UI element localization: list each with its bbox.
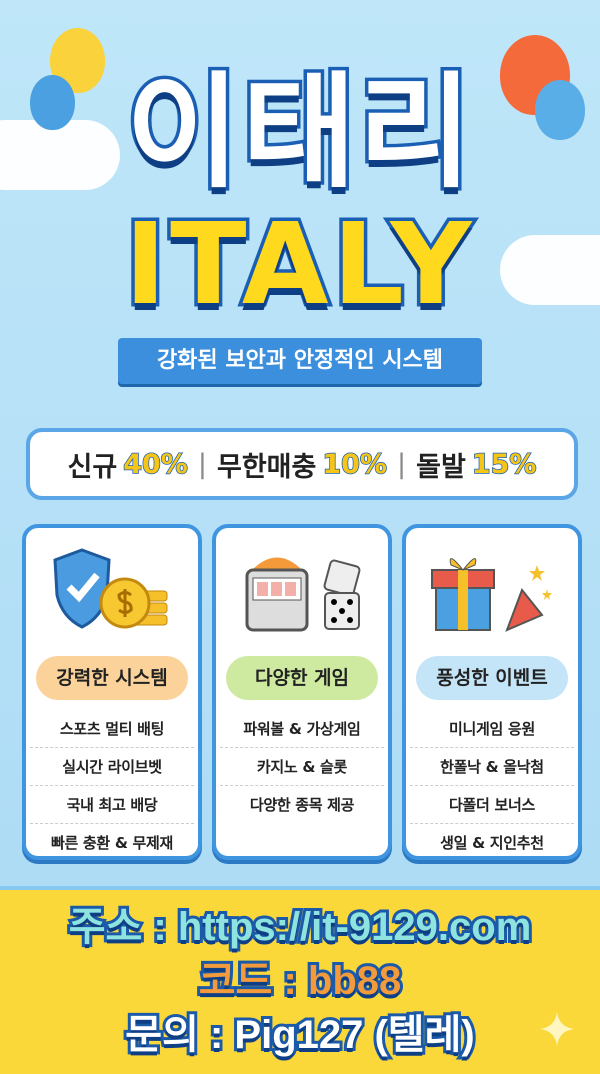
separator: | [197, 448, 207, 480]
card-games: 다양한 게임 파워볼 & 가상게임 카지노 & 슬롯 다양한 종목 제공 [212, 524, 392, 860]
bonus-value: 10% [322, 448, 388, 481]
list-item: 스포츠 멀티 배팅 [30, 710, 194, 748]
list-item: 카지노 & 슬롯 [220, 748, 384, 786]
list-item: 실시간 라이브벳 [30, 748, 194, 786]
card-system: 강력한 시스템 스포츠 멀티 배팅 실시간 라이브벳 국내 최고 배당 빠른 충… [22, 524, 202, 860]
list-item: 파워볼 & 가상게임 [220, 710, 384, 748]
bonus-label: 돌발 [416, 451, 466, 483]
list-item: 미니게임 응원 [410, 710, 574, 748]
bonus-bar: 신규 40% | 무한매충 10% | 돌발 15% [26, 428, 578, 500]
slot-machine-dice-icon [216, 540, 388, 640]
subtitle-ribbon: 강화된 보안과 안정적인 시스템 [96, 338, 504, 386]
bonus-value: 15% [471, 448, 537, 481]
balloon-icon [535, 80, 585, 140]
promo-code: 코드 : bb88 [196, 956, 405, 1006]
bonus-label: 무한매충 [216, 451, 317, 483]
cloud-decoration [0, 120, 120, 190]
gift-party-icon [406, 540, 578, 640]
balloon-icon [30, 75, 75, 130]
separator: | [397, 448, 407, 480]
card-title: 다양한 게임 [226, 656, 378, 700]
inquiry-contact: 문의 : Pig127 (텔레) [122, 1010, 477, 1060]
card-title: 풍성한 이벤트 [416, 656, 568, 700]
bonus-value: 40% [122, 448, 188, 481]
list-item: 다폴더 보너스 [410, 786, 574, 824]
bonus-label: 신규 [67, 451, 118, 483]
card-events: 풍성한 이벤트 미니게임 응원 한폴낙 & 올낙첨 다폴더 보너스 생일 & 지… [402, 524, 582, 860]
address-link[interactable]: 주소 : https://it-9129.com [66, 902, 535, 952]
title-english: ITALY [121, 200, 476, 330]
shield-coins-icon [26, 540, 198, 640]
contact-section: 주소 : https://it-9129.com 코드 : bb88 문의 : … [0, 886, 600, 1074]
cloud-decoration [500, 235, 600, 305]
list-item: 빠른 충환 & 무제재 [50, 834, 174, 852]
list-item: 한폴낙 & 올낙첨 [410, 748, 574, 786]
list-item: 다양한 종목 제공 [249, 796, 355, 814]
poster-top: 이태리 ITALY 강화된 보안과 안정적인 시스템 신규 40% | 무한매충… [0, 0, 600, 886]
card-title: 강력한 시스템 [36, 656, 188, 700]
sparkle-icon [540, 1012, 574, 1055]
list-item: 생일 & 지인추천 [440, 834, 544, 852]
list-item: 국내 최고 배당 [30, 786, 194, 824]
title-korean: 이태리 [122, 61, 475, 205]
